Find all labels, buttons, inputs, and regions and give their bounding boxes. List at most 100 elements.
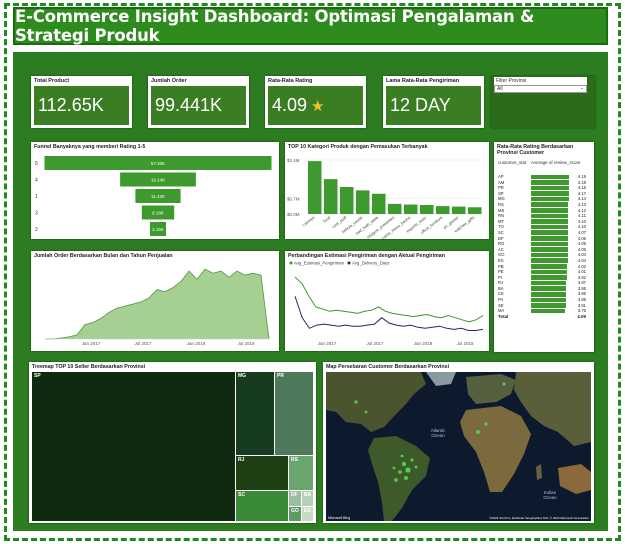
table-row[interactable]: AC 4.05 xyxy=(498,247,586,253)
funnel-bar[interactable] xyxy=(150,222,166,236)
treemap-cell-df[interactable]: DF xyxy=(289,491,301,506)
funnel-bar[interactable] xyxy=(141,205,175,220)
funnel-rating-label: 1 xyxy=(35,194,38,200)
row-state: PE xyxy=(498,269,504,275)
top10-card[interactable]: TOP 10 Kategori Produk dengan Pemasukan … xyxy=(285,142,489,239)
x-tick-label: Jul 2018 xyxy=(456,341,474,346)
category-bar[interactable] xyxy=(468,207,482,214)
funnel-bar[interactable] xyxy=(120,172,196,187)
table-row[interactable]: CE 3.85 xyxy=(498,291,586,297)
filter-provinsi-dropdown[interactable]: All ⌄ xyxy=(494,85,587,93)
table-row[interactable]: PE 4.01 xyxy=(498,269,586,275)
cell-label: ES xyxy=(304,508,311,514)
funnel-bar[interactable] xyxy=(44,156,272,170)
row-score-bar xyxy=(531,308,566,314)
category-bar[interactable] xyxy=(340,187,354,214)
table-row[interactable]: MT 4.10 xyxy=(498,219,586,225)
table-row[interactable]: AM 4.18 xyxy=(498,180,586,186)
funnel-title: Funnel Banyaknya yang memberi Rating 1-5 xyxy=(34,144,146,150)
row-state: TO xyxy=(498,224,504,230)
table-row[interactable]: SC 4.07 xyxy=(498,230,586,236)
table-row[interactable]: PI 3.92 xyxy=(498,275,586,281)
kpi-jumlah-order[interactable]: Jumlah Order 99.441K xyxy=(148,76,249,128)
category-bar[interactable] xyxy=(436,206,450,214)
treemap-cell-mg[interactable]: MG xyxy=(236,372,274,455)
row-state: BA xyxy=(498,285,504,291)
table-row[interactable]: AP 4.19 xyxy=(498,174,586,180)
table-row[interactable]: RN 4.11 xyxy=(498,213,586,219)
table-row[interactable]: DF 4.06 xyxy=(498,236,586,242)
legend-marker xyxy=(347,261,351,265)
cell-label: DF xyxy=(291,492,298,498)
treemap-cell-rj[interactable]: RJ xyxy=(236,456,288,490)
row-state: RJ xyxy=(498,280,504,286)
category-bar[interactable] xyxy=(308,161,322,214)
treemap-cell-sp[interactable]: SP xyxy=(32,372,235,521)
table-row[interactable]: RS 4.13 xyxy=(498,202,586,208)
treemap-card[interactable]: Treemap TOP 10 Seller Berdasarkan Provin… xyxy=(29,362,316,523)
funnel-rating-label: 5 xyxy=(35,161,38,167)
series-line[interactable] xyxy=(294,296,484,331)
treemap-cell-ba[interactable]: BA xyxy=(302,491,313,506)
row-score-bar xyxy=(531,291,566,297)
table-row[interactable]: MS 4.12 xyxy=(498,208,586,214)
row-score-bar xyxy=(531,196,569,202)
x-tick-label: Jan 2018 xyxy=(414,341,433,346)
row-state: PB xyxy=(498,263,504,269)
table-row[interactable]: RJ 3.87 xyxy=(498,280,586,286)
kpi-total-product[interactable]: Total Product 112.65K xyxy=(31,76,132,128)
row-score: 4.17 xyxy=(577,190,586,196)
table-row[interactable]: GO 4.04 xyxy=(498,252,586,258)
row-score-bar xyxy=(531,252,568,258)
kpi-label: Total Product xyxy=(34,78,70,84)
orders-title: Jumlah Order Berdasarkan Bulan dan Tahun… xyxy=(34,253,173,259)
table-row[interactable]: RO 4.05 xyxy=(498,241,586,247)
table-row[interactable]: PA 3.85 xyxy=(498,297,586,303)
kpi-rating[interactable]: Rata-Rata Rating 4.09 ★ xyxy=(265,76,366,128)
table-row[interactable]: MA 3.76 xyxy=(498,308,586,314)
table-row[interactable]: PR 4.18 xyxy=(498,185,586,191)
treemap-cell-es[interactable]: ES xyxy=(302,507,313,521)
row-state: MG xyxy=(498,196,505,202)
cell-label: PR xyxy=(277,373,284,379)
row-score-bar xyxy=(531,297,566,303)
treemap-cell-pr[interactable]: PR xyxy=(275,372,313,455)
kpi-value: 12 DAY xyxy=(386,86,481,125)
row-state: PA xyxy=(498,297,504,303)
treemap-cell-rs[interactable]: RS xyxy=(289,456,313,490)
treemap-cell-sc[interactable]: SC xyxy=(236,491,288,521)
treemap-cell-go[interactable]: GO xyxy=(289,507,301,521)
map-card[interactable]: Map Persebaran Customer Berdasarkan Prov… xyxy=(323,362,594,523)
compare-card[interactable]: Perbandingan Estimasi Pengiriman dengan … xyxy=(285,251,489,351)
funnel-bar[interactable] xyxy=(135,189,181,203)
table-row[interactable]: SP 4.17 xyxy=(498,191,586,197)
table-header-score: Average of review_score xyxy=(531,160,581,165)
funnel-rating-label: 3 xyxy=(35,211,38,217)
category-bar[interactable] xyxy=(324,179,338,214)
map-area[interactable]: Atlantic Ocean Indian Ocean Microsoft Bi… xyxy=(326,372,591,521)
series-line[interactable] xyxy=(294,276,484,323)
kpi-lama-pengiriman[interactable]: Lama Rata-Rata Pengiriman 12 DAY xyxy=(383,76,484,128)
category-bar[interactable] xyxy=(356,190,370,214)
funnel-value-label: 19.14K xyxy=(151,178,165,183)
row-score-bar xyxy=(531,280,567,286)
category-bar[interactable] xyxy=(420,205,434,214)
row-score: 3.76 xyxy=(577,308,586,314)
table-row[interactable]: PB 4.02 xyxy=(498,264,586,270)
category-bar[interactable] xyxy=(372,193,386,214)
table-row[interactable]: ES 4.04 xyxy=(498,258,586,264)
table-row[interactable]: TO 4.10 xyxy=(498,224,586,230)
orders-area[interactable] xyxy=(45,269,269,339)
orders-card[interactable]: Jumlah Order Berdasarkan Bulan dan Tahun… xyxy=(31,251,279,351)
table-row[interactable]: SE 3.81 xyxy=(498,303,586,309)
indian-ocean-label: Indian Ocean xyxy=(543,490,557,500)
table-row[interactable]: MG 4.14 xyxy=(498,196,586,202)
category-bar[interactable] xyxy=(388,203,402,214)
category-bar[interactable] xyxy=(404,204,418,214)
table-row[interactable]: BA 3.86 xyxy=(498,286,586,292)
row-state: DF xyxy=(498,235,504,241)
funnel-card[interactable]: Funnel Banyaknya yang memberi Rating 1-5… xyxy=(31,142,279,239)
category-bar[interactable] xyxy=(452,206,466,214)
rating-table-card[interactable]: Rata-Rata Rating Berdasarkan Provinsi Cu… xyxy=(494,142,594,352)
